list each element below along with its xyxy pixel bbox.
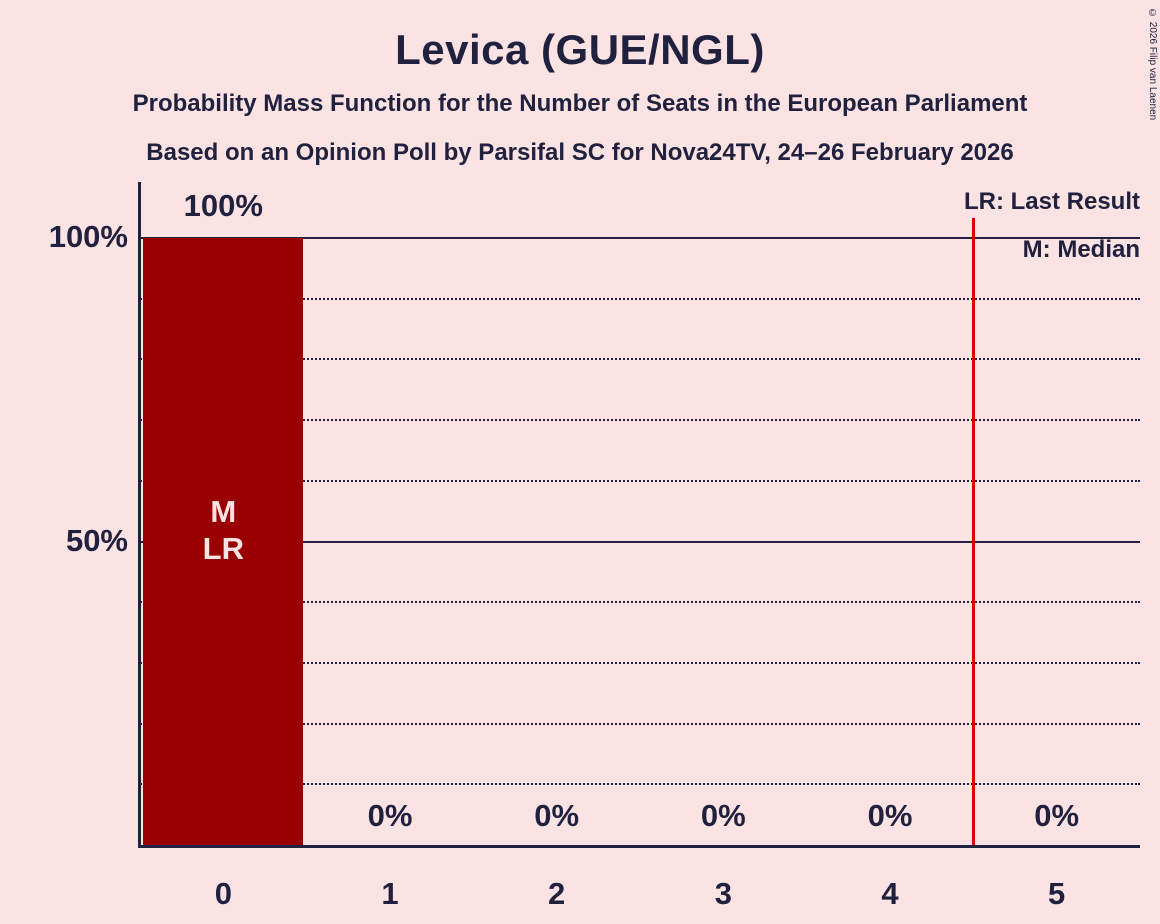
gridline [140,419,1140,422]
gridline [140,601,1140,604]
bar-value-label: 100% [183,188,263,223]
y-axis-line [138,182,141,848]
copyright-notice: © 2026 Filip van Laenen [1147,8,1158,121]
chart-subtitle-2: Based on an Opinion Poll by Parsifal SC … [146,139,1014,166]
last-result-line [971,218,975,847]
bar-value-label: 0% [700,798,746,833]
bar-value-label: 0% [534,798,580,833]
bar-value-label: 0% [367,798,413,833]
chart-subtitle-1: Probability Mass Function for the Number… [132,90,1028,117]
legend-median: M: Median [1022,236,1140,263]
bar-value-label: 0% [1034,798,1080,833]
x-tick-label: 2 [548,876,566,911]
x-tick-label: 1 [381,876,399,911]
bar [143,238,304,845]
median-last-result-annotation: M LR [202,494,244,566]
page-title: Levica (GUE/NGL) [395,26,765,73]
gridline [140,479,1140,482]
x-tick-label: 4 [881,876,899,911]
gridline [140,661,1140,664]
gridline-major [140,540,1140,543]
gridline [140,358,1140,361]
gridline [140,297,1140,300]
gridline [140,722,1140,725]
y-tick-label: 100% [48,219,128,254]
legend-last-result: LR: Last Result [963,188,1140,215]
gridline-major [140,237,1140,239]
bar-value-label: 0% [867,798,913,833]
x-tick-label: 5 [1048,876,1066,911]
gridline [140,783,1140,786]
x-tick-label: 0 [214,876,232,911]
x-axis-line [138,845,1140,848]
x-tick-label: 3 [714,876,732,911]
y-tick-label: 50% [65,522,128,558]
